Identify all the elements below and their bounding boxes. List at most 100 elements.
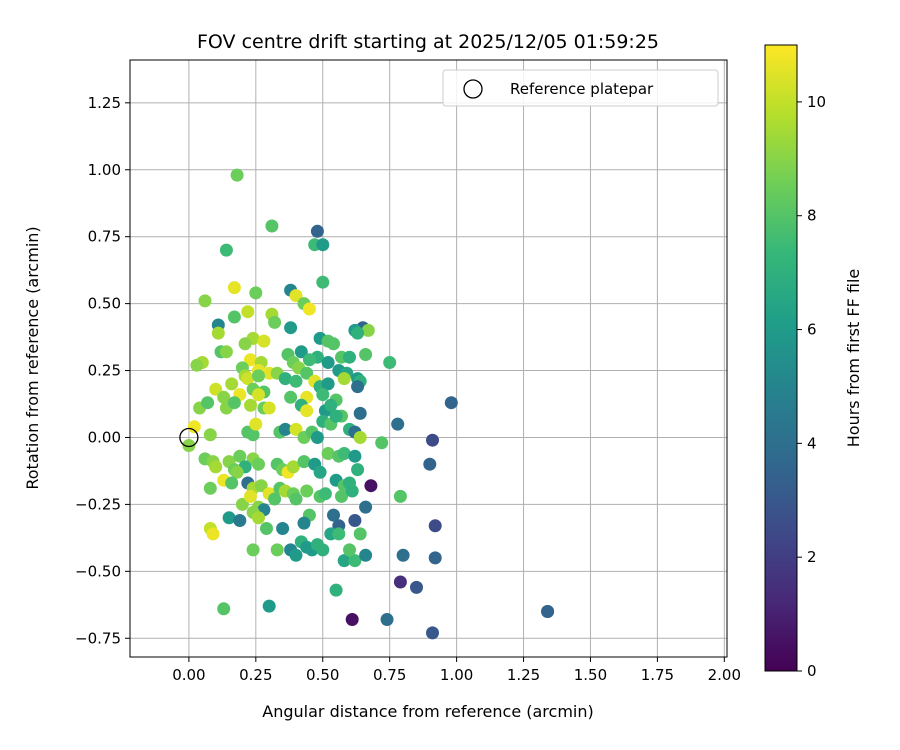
- data-point: [444, 396, 458, 410]
- data-point: [302, 353, 316, 367]
- data-point: [187, 420, 201, 434]
- data-points: [182, 168, 555, 640]
- data-point: [182, 439, 196, 452]
- x-tick-label: 1.75: [641, 666, 674, 684]
- data-point: [227, 396, 241, 410]
- x-tick-label: 1.25: [507, 666, 540, 684]
- y-axis-label: Rotation from reference (arcmin): [23, 226, 42, 489]
- data-point: [252, 388, 265, 402]
- legend-marker-reference: [463, 79, 483, 99]
- data-point: [383, 356, 397, 369]
- x-tick-label: 1.50: [574, 666, 607, 684]
- data-point: [219, 345, 233, 359]
- data-point: [230, 465, 244, 479]
- data-point: [244, 489, 257, 503]
- data-point: [198, 294, 212, 308]
- data-point: [364, 479, 378, 493]
- data-point: [410, 580, 423, 594]
- x-axis-ticks: 0.00 0.25 0.50 0.75 1.00 1.25 1.50 1.75 2.00: [172, 657, 741, 684]
- data-point: [244, 398, 257, 412]
- x-tick-label: 0.00: [172, 666, 205, 684]
- data-point: [225, 377, 239, 391]
- data-point: [393, 489, 407, 503]
- colorbar-tick-label: 6: [807, 321, 817, 339]
- chart-title: FOV centre drift starting at 2025/12/05 …: [197, 31, 659, 53]
- data-point: [353, 406, 367, 420]
- data-point: [238, 337, 252, 351]
- y-tick-label: −0.50: [75, 562, 121, 580]
- data-point: [375, 436, 389, 450]
- colorbar-tick-label: 0: [807, 662, 817, 680]
- data-point: [262, 599, 276, 613]
- data-point: [297, 516, 311, 530]
- data-point: [423, 457, 437, 471]
- colorbar-label: Hours from first FF file: [844, 269, 863, 448]
- data-point: [348, 554, 362, 568]
- y-tick-label: 1.25: [88, 94, 121, 112]
- data-point: [203, 481, 217, 495]
- data-point: [380, 613, 394, 626]
- data-point: [252, 511, 265, 525]
- x-tick-label: 0.75: [373, 666, 406, 684]
- legend-box: [442, 69, 719, 107]
- data-point: [359, 548, 373, 562]
- data-point: [300, 404, 314, 418]
- data-point: [262, 401, 276, 415]
- data-point: [294, 345, 308, 359]
- data-point: [241, 305, 255, 319]
- data-point: [316, 543, 330, 557]
- data-point: [206, 527, 220, 541]
- colorbar: 0 2 4 6 8 10 Hours from first FF file: [764, 44, 863, 680]
- data-point: [209, 382, 223, 396]
- data-point: [359, 348, 373, 361]
- data-point: [289, 492, 303, 506]
- data-point: [246, 543, 260, 557]
- data-point: [227, 281, 241, 295]
- data-point: [222, 511, 236, 525]
- data-point: [241, 372, 255, 386]
- colorbar-tick-label: 10: [807, 93, 826, 111]
- data-point: [219, 243, 233, 257]
- data-point: [289, 422, 303, 436]
- data-point: [260, 522, 273, 535]
- data-point: [278, 422, 292, 436]
- data-point: [249, 417, 263, 431]
- data-point: [348, 449, 362, 463]
- colorbar-tick-label: 2: [807, 548, 817, 566]
- x-tick-label: 0.50: [306, 666, 339, 684]
- data-point: [353, 527, 367, 541]
- data-point: [209, 460, 223, 474]
- data-point: [227, 310, 241, 324]
- data-point: [252, 369, 265, 383]
- data-point: [332, 527, 346, 541]
- data-point: [541, 605, 555, 618]
- data-point: [217, 390, 231, 404]
- data-point: [337, 372, 351, 386]
- data-point: [233, 449, 247, 463]
- data-point: [201, 396, 215, 410]
- y-tick-label: 0.75: [88, 228, 121, 246]
- data-point: [300, 366, 314, 380]
- data-point: [235, 497, 249, 511]
- data-point: [254, 479, 268, 493]
- data-point: [230, 168, 244, 182]
- y-tick-label: 0.00: [88, 428, 121, 446]
- data-point: [190, 358, 204, 372]
- data-point: [329, 583, 343, 597]
- data-point: [249, 286, 263, 300]
- data-point: [310, 431, 324, 444]
- y-axis-ticks: −0.75 −0.50 −0.25 0.00 0.25 0.50 0.75 1.00 1.25: [75, 94, 130, 647]
- x-tick-label: 0.25: [239, 666, 272, 684]
- data-point: [286, 460, 300, 474]
- data-point: [278, 372, 292, 386]
- legend: Reference platepar: [442, 69, 719, 107]
- data-point: [321, 447, 335, 460]
- data-point: [329, 409, 343, 423]
- x-axis-label: Angular distance from reference (arcmin): [262, 702, 593, 721]
- data-point: [289, 374, 303, 388]
- legend-label-reference: Reference platepar: [510, 80, 654, 98]
- data-point: [428, 551, 442, 565]
- data-point: [428, 519, 442, 533]
- reference-platepar-marker: [179, 427, 199, 448]
- data-point: [244, 353, 257, 367]
